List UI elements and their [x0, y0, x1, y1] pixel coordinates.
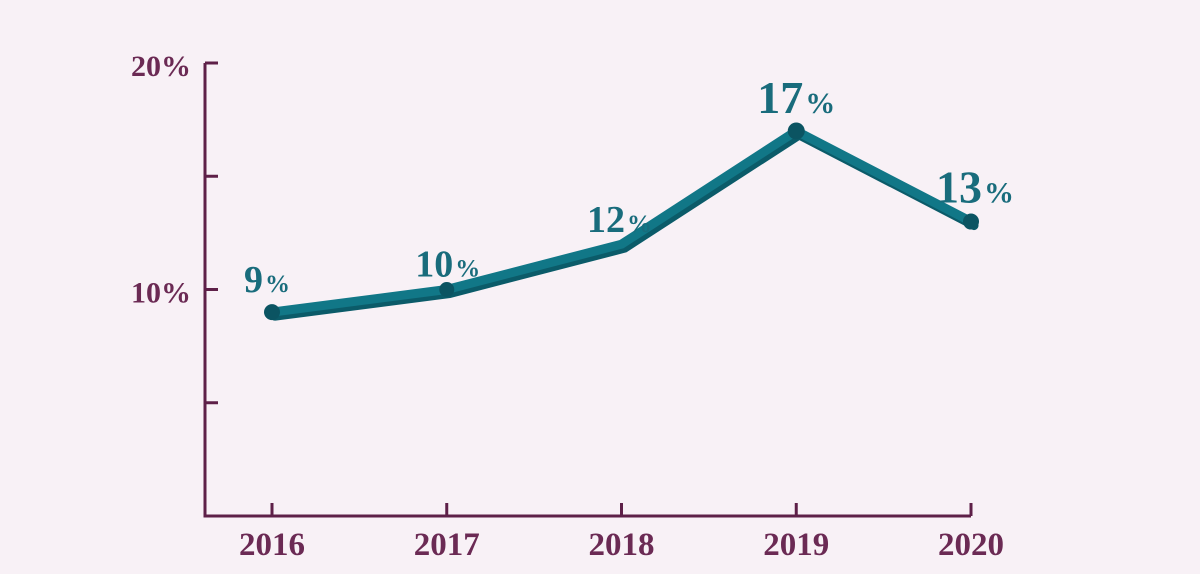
data-point	[264, 304, 280, 321]
x-axis-label: 2017	[414, 527, 480, 563]
x-axis-label: 2019	[763, 527, 829, 563]
y-axis-label: 20%	[131, 50, 191, 83]
y-axis-label: 10%	[131, 277, 191, 310]
data-line	[267, 126, 976, 317]
x-axis-label: 2018	[589, 527, 655, 563]
data-point-label: 12%	[587, 199, 652, 241]
x-axis-label: 2016	[239, 527, 305, 563]
data-point-label: 13%	[936, 162, 1014, 213]
data-point	[963, 213, 979, 230]
data-point-label: 17%	[757, 72, 835, 123]
data-point-label: 10%	[415, 244, 480, 286]
data-point	[439, 282, 455, 297]
data-point-label: 9%	[244, 259, 290, 301]
data-point	[787, 122, 805, 140]
axis-lines	[203, 63, 971, 518]
x-axis-label: 2020	[938, 527, 1004, 563]
